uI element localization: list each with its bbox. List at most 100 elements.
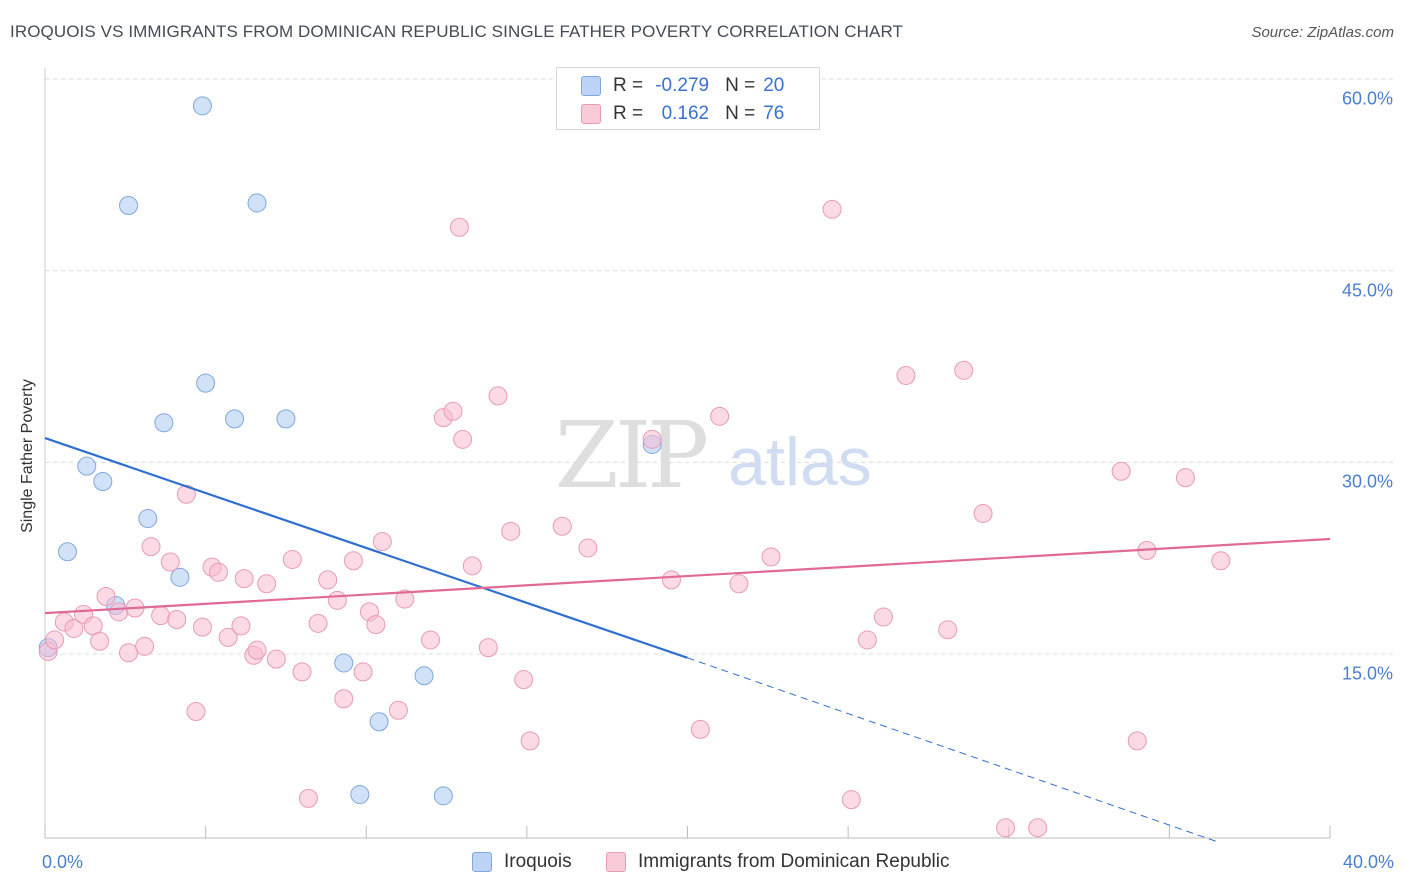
point-dominican bbox=[449, 217, 469, 237]
chart-title: IROQUOIS VS IMMIGRANTS FROM DOMINICAN RE… bbox=[10, 22, 904, 41]
y-tick-label: 45.0% bbox=[1341, 280, 1393, 301]
point-dominican bbox=[421, 630, 440, 650]
point-iroquois bbox=[93, 472, 113, 491]
point-dominican bbox=[520, 731, 540, 751]
point-iroquois bbox=[170, 567, 190, 587]
correlation-legend: R = -0.279 N = 20 R = 0.162 N = 76 bbox=[556, 67, 820, 130]
point-dominican bbox=[462, 556, 482, 576]
legend-label-dominican: Immigrants from Dominican Republic bbox=[638, 851, 950, 872]
point-dominican bbox=[690, 719, 710, 739]
point-dominican bbox=[167, 610, 187, 629]
point-iroquois bbox=[119, 196, 139, 215]
point-dominican bbox=[64, 618, 84, 638]
point-dominican bbox=[996, 818, 1016, 838]
point-dominican bbox=[729, 574, 749, 594]
point-iroquois bbox=[196, 373, 216, 393]
point-iroquois bbox=[247, 193, 267, 213]
point-dominican bbox=[478, 638, 498, 658]
point-dominican bbox=[266, 649, 286, 669]
point-dominican bbox=[372, 532, 392, 552]
legend-r-label: R = bbox=[613, 75, 644, 96]
point-dominican bbox=[395, 589, 415, 609]
point-dominican bbox=[822, 199, 842, 219]
point-dominican bbox=[501, 521, 521, 541]
point-iroquois bbox=[192, 96, 212, 116]
point-dominican bbox=[710, 406, 730, 426]
point-dominican bbox=[488, 386, 508, 406]
legend-item-dominican[interactable]: Immigrants from Dominican Republic bbox=[606, 851, 950, 873]
point-dominican bbox=[334, 689, 354, 709]
legend-n-value: 20 bbox=[763, 75, 785, 96]
point-dominican bbox=[135, 636, 155, 656]
point-dominican bbox=[841, 790, 861, 810]
point-dominican bbox=[353, 662, 373, 682]
point-dominican bbox=[282, 549, 302, 569]
point-dominican bbox=[160, 552, 180, 572]
y-tick-label: 30.0% bbox=[1341, 471, 1393, 492]
point-dominican bbox=[186, 702, 206, 721]
point-dominican bbox=[327, 590, 347, 610]
point-dominican bbox=[234, 569, 254, 589]
point-dominican bbox=[298, 788, 318, 808]
point-iroquois bbox=[369, 712, 389, 732]
point-dominican bbox=[443, 401, 463, 421]
point-iroquois bbox=[57, 542, 77, 562]
point-dominican bbox=[1028, 818, 1048, 838]
legend-n-label: N = bbox=[725, 103, 756, 124]
point-dominican bbox=[552, 516, 572, 536]
source-label: Source: ZipAtlas.com bbox=[1251, 24, 1394, 41]
legend-swatch-iroquois bbox=[472, 852, 492, 872]
y-tick-label: 15.0% bbox=[1341, 663, 1393, 684]
y-axis-label: Single Father Poverty bbox=[19, 379, 36, 533]
point-dominican bbox=[453, 429, 473, 449]
series-legend: Iroquois Immigrants from Dominican Repub… bbox=[0, 851, 1406, 877]
points-layer bbox=[38, 96, 1231, 838]
point-iroquois bbox=[77, 456, 97, 476]
point-dominican bbox=[90, 631, 110, 651]
point-dominican bbox=[514, 670, 534, 690]
point-dominican bbox=[973, 503, 993, 523]
point-dominican bbox=[661, 570, 681, 590]
point-dominican bbox=[938, 620, 958, 640]
legend-row-dominican: R = 0.162 N = 76 bbox=[581, 102, 784, 126]
y-tick-label: 60.0% bbox=[1341, 88, 1393, 109]
point-dominican bbox=[45, 630, 65, 650]
point-dominican bbox=[141, 537, 161, 557]
point-dominican bbox=[388, 700, 408, 720]
point-dominican bbox=[318, 570, 338, 590]
point-iroquois bbox=[138, 509, 158, 529]
point-dominican bbox=[231, 616, 251, 636]
point-dominican bbox=[873, 607, 893, 627]
point-dominican bbox=[343, 551, 363, 571]
legend-n-value: 76 bbox=[763, 103, 785, 124]
x-tick-label: 0.0% bbox=[42, 852, 84, 872]
point-dominican bbox=[954, 360, 974, 380]
point-dominican bbox=[1175, 468, 1195, 488]
point-dominican bbox=[208, 562, 228, 582]
point-dominican bbox=[96, 587, 116, 606]
point-iroquois bbox=[433, 786, 453, 806]
legend-swatch-dominican bbox=[606, 852, 626, 872]
legend-r-value: -0.279 bbox=[655, 75, 710, 96]
point-dominican bbox=[1111, 461, 1131, 481]
legend-r-label: R = bbox=[613, 103, 644, 124]
point-iroquois bbox=[225, 409, 245, 429]
legend-item-iroquois[interactable]: Iroquois bbox=[472, 851, 572, 873]
point-dominican bbox=[151, 606, 171, 626]
point-iroquois bbox=[334, 653, 354, 673]
point-dominican bbox=[366, 615, 386, 635]
point-dominican bbox=[761, 547, 781, 567]
axes bbox=[44, 68, 1331, 839]
watermark: ZIP atlas bbox=[555, 402, 872, 509]
point-dominican bbox=[896, 365, 916, 385]
point-dominican bbox=[218, 627, 238, 647]
point-iroquois bbox=[350, 785, 370, 805]
x-tick-label: 40.0% bbox=[1342, 852, 1394, 872]
point-iroquois bbox=[414, 666, 434, 686]
trend-layer bbox=[44, 437, 1331, 843]
trend-line-dominican bbox=[44, 537, 1331, 615]
point-dominican bbox=[642, 429, 662, 449]
legend-r-value: 0.162 bbox=[661, 103, 710, 124]
point-dominican bbox=[578, 538, 598, 558]
point-dominican bbox=[109, 602, 129, 622]
